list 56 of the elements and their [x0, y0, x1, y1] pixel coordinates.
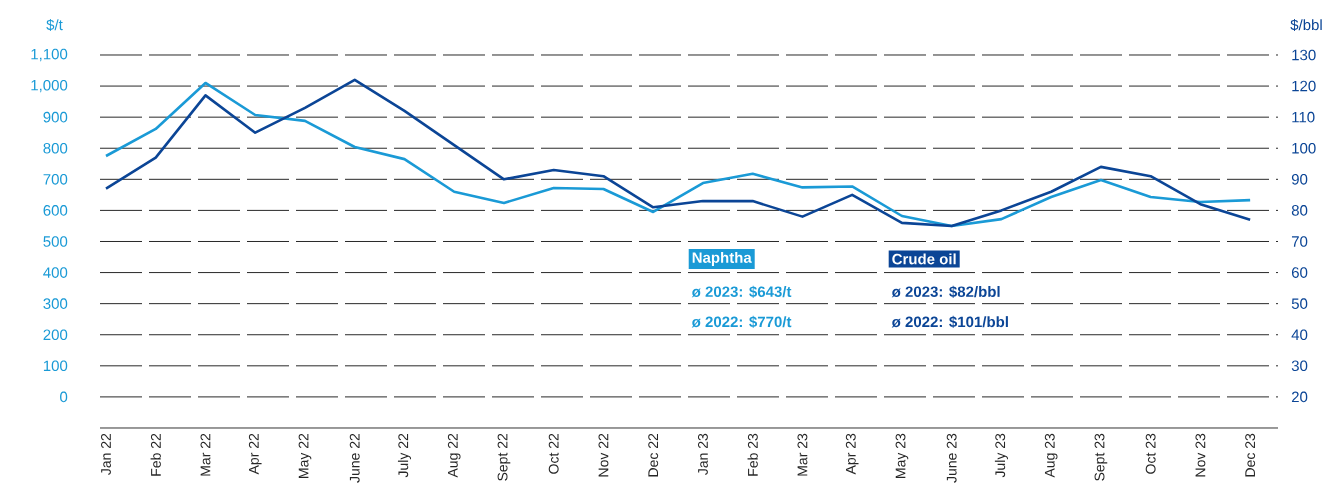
x-tick-label: July 22 [397, 433, 411, 478]
annotation: ø 2023: $643/t [691, 285, 792, 298]
y-tick-label: 600 [43, 205, 68, 216]
x-tick-label: Nov 22 [598, 433, 609, 477]
annotation: ø 2023: $82/bbl [891, 285, 1000, 298]
series-label: Crude oil [892, 253, 956, 265]
x-tick-label: May 22 [298, 433, 312, 478]
x-tick-label: Aug 22 [447, 433, 461, 478]
x-tick-label: Apr 23 [845, 433, 859, 475]
y2-tick-label: 120 [1292, 80, 1316, 92]
y-tick-label: 100 [43, 360, 68, 372]
x-tick-label: Feb 22 [150, 433, 161, 476]
x-tick-label: June 23 [946, 433, 957, 483]
y2-tick-label: 50 [1291, 298, 1308, 309]
y-tick-label: 200 [43, 329, 68, 341]
y2-tick-label: 40 [1291, 329, 1308, 341]
annotation: ø 2022: $770/t [691, 315, 792, 329]
y2-tick-label: 60 [1291, 267, 1308, 278]
y-tick-label: 800 [43, 142, 68, 154]
x-tick-label: Oct 23 [1145, 433, 1156, 474]
y2-tick-label: 110 [1292, 111, 1315, 123]
x-tick-label: Feb 23 [747, 433, 758, 476]
y2-tick-label: 80 [1291, 205, 1308, 216]
x-tick-label: Aug 23 [1044, 433, 1058, 478]
y-tick-label: 900 [43, 111, 68, 123]
y-tick-label: 400 [43, 267, 68, 278]
text: Naphtha [692, 251, 752, 266]
y-tick-label: 500 [43, 236, 68, 247]
x-tick-label: Oct 22 [548, 433, 559, 474]
x-tick-label: May 23 [895, 433, 909, 478]
x-tick-label: July 23 [994, 433, 1008, 478]
y-tick-label: 1,100 [31, 48, 68, 62]
x-tick-label: Mar 23 [797, 433, 808, 476]
y2-tick-label: 30 [1291, 360, 1308, 372]
x-tick-label: Dec 23 [1245, 433, 1256, 477]
x-tick-label: Jan 22 [101, 433, 111, 475]
y-tick-label: 700 [43, 174, 68, 185]
x-tick-label: June 22 [349, 433, 360, 483]
x-tick-label: Apr 22 [248, 433, 262, 475]
y2-tick-label: 90 [1291, 174, 1308, 185]
y-tick-label: 300 [43, 298, 68, 309]
x-tick-label: Nov 23 [1195, 433, 1206, 477]
x-tick-label: Jan 23 [697, 433, 708, 475]
annotation: ø 2022: $101/bbl [891, 315, 1008, 329]
x-tick-label: Sept 22 [497, 433, 511, 481]
y2-tick-label: 130 [1292, 49, 1316, 61]
y-tick-label: 1,000 [31, 79, 68, 93]
y2-tick-label: 100 [1292, 142, 1316, 154]
y2-tick-label: 20 [1291, 391, 1308, 403]
x-tick-label: Mar 22 [200, 433, 211, 476]
x-tick-label: Dec 22 [648, 433, 659, 477]
y-axis-title: $/t [46, 18, 63, 32]
y-tick-label: 0 [60, 391, 68, 403]
y2-axis-title: $/bbl [1290, 18, 1322, 32]
x-tick-label: Sept 23 [1094, 433, 1108, 481]
y2-tick-label: 70 [1291, 236, 1308, 247]
